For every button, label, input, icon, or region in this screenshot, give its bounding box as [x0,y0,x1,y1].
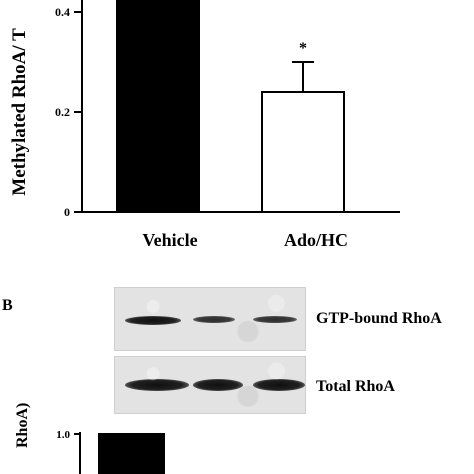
significance-marker-1: * [299,40,307,57]
bottom-y-axis-label: RhoA) [14,402,31,448]
bar-vehicle [116,0,200,213]
y-tick-label-0: 0 [64,205,70,219]
blot-band-0-1 [193,316,235,323]
blot-band-1-2 [253,379,305,391]
bottom-bar-chart: 1.0 [56,429,165,474]
bottom-tick-label-1-0: 1.0 [56,429,70,441]
y-tick-label-2: 0.4 [55,5,70,19]
total-rhoa-label: Total RhoA [316,378,395,395]
y-axis-label: Methylated RhoA/ T [9,28,30,196]
blot-band-1-0 [125,379,189,391]
blot-band-0-2 [253,316,297,323]
category-label-0: Vehicle [142,230,197,250]
bar-ado-hc [261,91,345,213]
gtp-bound-rhoa-blot [114,287,306,351]
category-label-1: Ado/HC [284,230,348,250]
blot-band-0-0 [125,316,181,325]
gtp-bound-rhoa-label: GTP-bound RhoA [316,310,442,327]
blot-band-1-1 [193,379,243,391]
panel-letter-b: B [2,297,13,314]
total-rhoa-blot [114,356,306,414]
methylated-rhoa-bar-chart: 0 0.2 0.4 Vehicle * Ado/HC [55,0,400,250]
bottom-bar [98,433,165,474]
y-tick-label-1: 0.2 [55,105,70,119]
